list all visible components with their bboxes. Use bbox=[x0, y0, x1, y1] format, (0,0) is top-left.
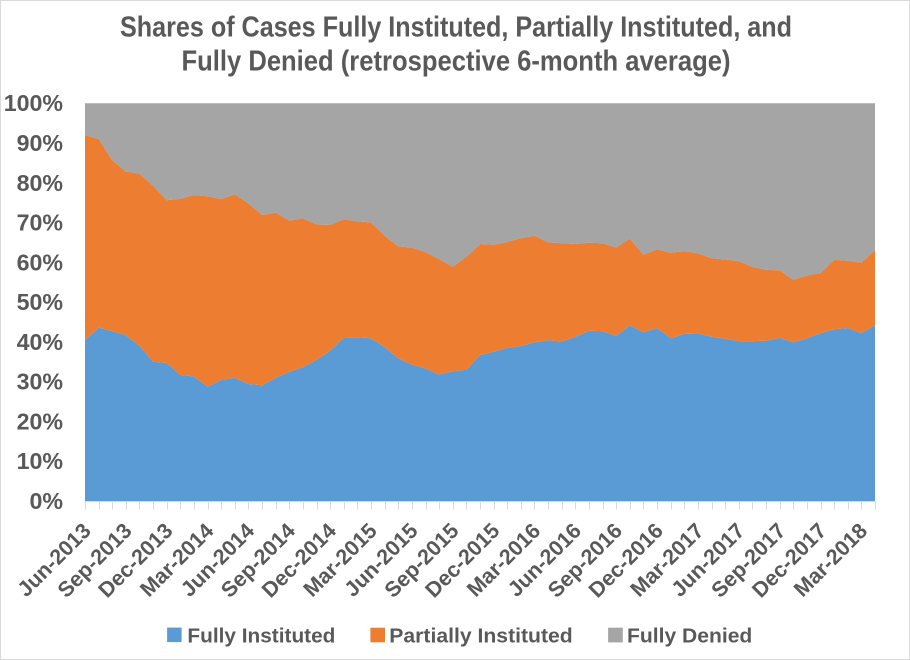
svg-text:90%: 90% bbox=[17, 130, 63, 156]
svg-text:80%: 80% bbox=[17, 170, 63, 196]
svg-text:100%: 100% bbox=[4, 90, 63, 116]
svg-text:40%: 40% bbox=[17, 329, 63, 355]
svg-text:Partially Instituted: Partially Instituted bbox=[389, 625, 572, 647]
svg-text:Fully Denied: Fully Denied bbox=[627, 625, 752, 647]
svg-text:0%: 0% bbox=[29, 488, 63, 514]
svg-text:20%: 20% bbox=[17, 408, 63, 434]
svg-text:70%: 70% bbox=[17, 210, 63, 236]
svg-text:30%: 30% bbox=[17, 369, 63, 395]
svg-text:10%: 10% bbox=[17, 448, 63, 474]
svg-text:Fully Denied (retrospective 6-: Fully Denied (retrospective 6-month aver… bbox=[182, 45, 731, 77]
svg-text:50%: 50% bbox=[17, 289, 63, 315]
svg-text:Fully Instituted: Fully Instituted bbox=[187, 625, 335, 647]
svg-text:Shares of Cases Fully Institut: Shares of Cases Fully Instituted, Partia… bbox=[120, 11, 792, 43]
svg-text:60%: 60% bbox=[17, 249, 63, 275]
